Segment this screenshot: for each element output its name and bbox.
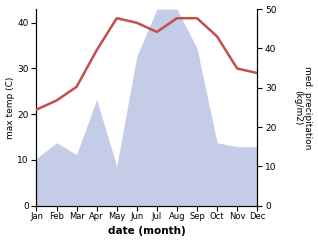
X-axis label: date (month): date (month) — [108, 227, 186, 236]
Y-axis label: med. precipitation
(kg/m2): med. precipitation (kg/m2) — [293, 66, 313, 149]
Y-axis label: max temp (C): max temp (C) — [5, 76, 15, 138]
